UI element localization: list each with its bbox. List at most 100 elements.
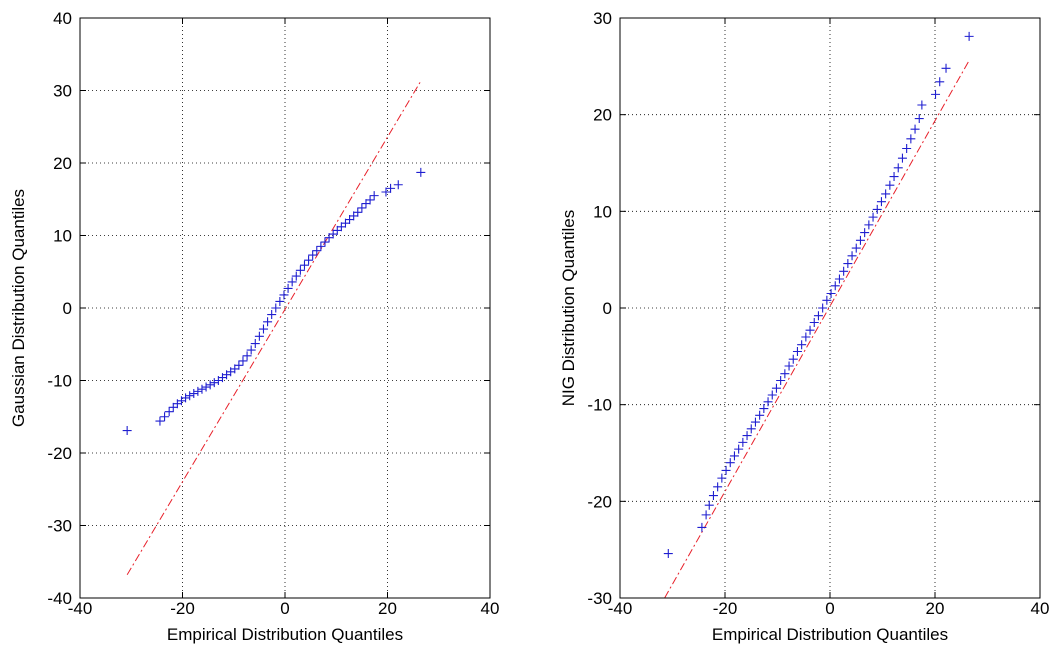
data-point	[701, 510, 711, 520]
data-point	[267, 310, 277, 320]
data-point	[246, 345, 256, 355]
data-point	[914, 114, 924, 124]
data-point	[964, 31, 974, 41]
data-point	[906, 134, 916, 144]
data-point	[742, 431, 752, 441]
data-point	[349, 211, 359, 221]
data-point	[168, 402, 178, 412]
data-point	[336, 222, 346, 232]
data-point	[185, 391, 195, 401]
data-point	[746, 424, 756, 434]
data-point	[776, 376, 786, 385]
data-point	[160, 412, 170, 422]
data-point	[299, 260, 309, 270]
data-point	[205, 380, 215, 390]
data-point	[851, 243, 861, 253]
data-point	[780, 369, 790, 379]
data-point	[847, 251, 857, 261]
data-point	[771, 383, 781, 393]
data-point	[855, 235, 865, 245]
axes-frame	[79, 17, 491, 599]
y-tick-label: 20	[53, 154, 72, 173]
y-tick-label: 30	[593, 9, 612, 28]
qq-plot-gaussian: -40 -20 0 20 40 -40 -30 -20 -10 0 10 20 30 40 Empirica…	[9, 9, 499, 644]
data-point	[822, 295, 832, 305]
data-point	[197, 384, 207, 394]
x-tick-label: 40	[481, 599, 500, 618]
data-point	[941, 63, 951, 73]
data-point	[393, 180, 403, 190]
y-axis-label: Gaussian Distribution Quantiles	[9, 189, 28, 427]
y-tick-label: -30	[47, 517, 72, 536]
data-point	[324, 233, 334, 243]
y-tick-label: -10	[47, 372, 72, 391]
data-point	[271, 303, 281, 313]
data-point	[797, 340, 807, 350]
x-tick-label: 20	[378, 599, 397, 618]
data-point	[834, 274, 844, 284]
data-point	[345, 215, 355, 225]
data-point	[860, 228, 870, 238]
data-point	[917, 100, 927, 110]
y-tick-label: 20	[593, 106, 612, 125]
data-point	[843, 259, 853, 269]
y-axis-label: NIG Distribution Quantiles	[559, 210, 578, 407]
data-point	[893, 163, 903, 173]
data-point	[193, 386, 203, 396]
y-tick-label: -20	[587, 492, 612, 511]
data-point	[304, 255, 314, 265]
data-point	[316, 241, 326, 251]
data-point	[291, 271, 301, 281]
y-tick-label: -20	[47, 444, 72, 463]
y-tick-label: -10	[587, 396, 612, 415]
data-point	[332, 225, 342, 235]
data-point	[353, 207, 363, 217]
data-point	[312, 246, 322, 256]
data-point	[931, 89, 941, 99]
y-tick-label: -40	[47, 589, 72, 608]
data-point	[416, 167, 426, 177]
data-point	[935, 77, 945, 87]
data-point	[361, 199, 371, 209]
data-point	[788, 354, 798, 364]
data-point	[805, 325, 815, 335]
data-point	[897, 153, 907, 163]
data-point	[910, 124, 920, 134]
data-point	[697, 522, 707, 532]
data-point	[189, 389, 199, 399]
data-point	[881, 189, 891, 199]
data-point	[122, 426, 132, 436]
y-tick-label: 10	[53, 227, 72, 246]
data-point	[357, 203, 367, 213]
data-point	[295, 265, 305, 275]
data-point	[872, 204, 882, 214]
y-tick-label: 0	[63, 299, 72, 318]
data-point	[889, 172, 899, 182]
data-point	[729, 451, 739, 461]
data-point	[826, 289, 836, 298]
data-point	[369, 191, 379, 201]
data-point	[181, 393, 191, 403]
data-point	[279, 290, 289, 300]
data-point	[242, 351, 252, 361]
x-tick-label: -20	[170, 599, 195, 618]
data-point	[663, 549, 673, 559]
data-point	[725, 458, 735, 468]
data-point	[275, 296, 285, 306]
data-point	[767, 390, 777, 400]
x-axis-label: Empirical Distribution Quantiles	[712, 625, 948, 644]
x-tick-label: -20	[713, 599, 738, 618]
data-point	[784, 361, 794, 371]
data-point	[750, 417, 760, 427]
data-point	[902, 144, 912, 153]
data-point	[328, 229, 338, 239]
y-tick-label: 30	[53, 82, 72, 101]
data-point	[713, 482, 723, 492]
data-point	[340, 218, 350, 228]
data-point	[234, 360, 244, 370]
x-tick-label: 20	[926, 599, 945, 618]
data-point	[885, 180, 895, 190]
data-point	[308, 250, 318, 260]
data-point	[759, 404, 769, 414]
